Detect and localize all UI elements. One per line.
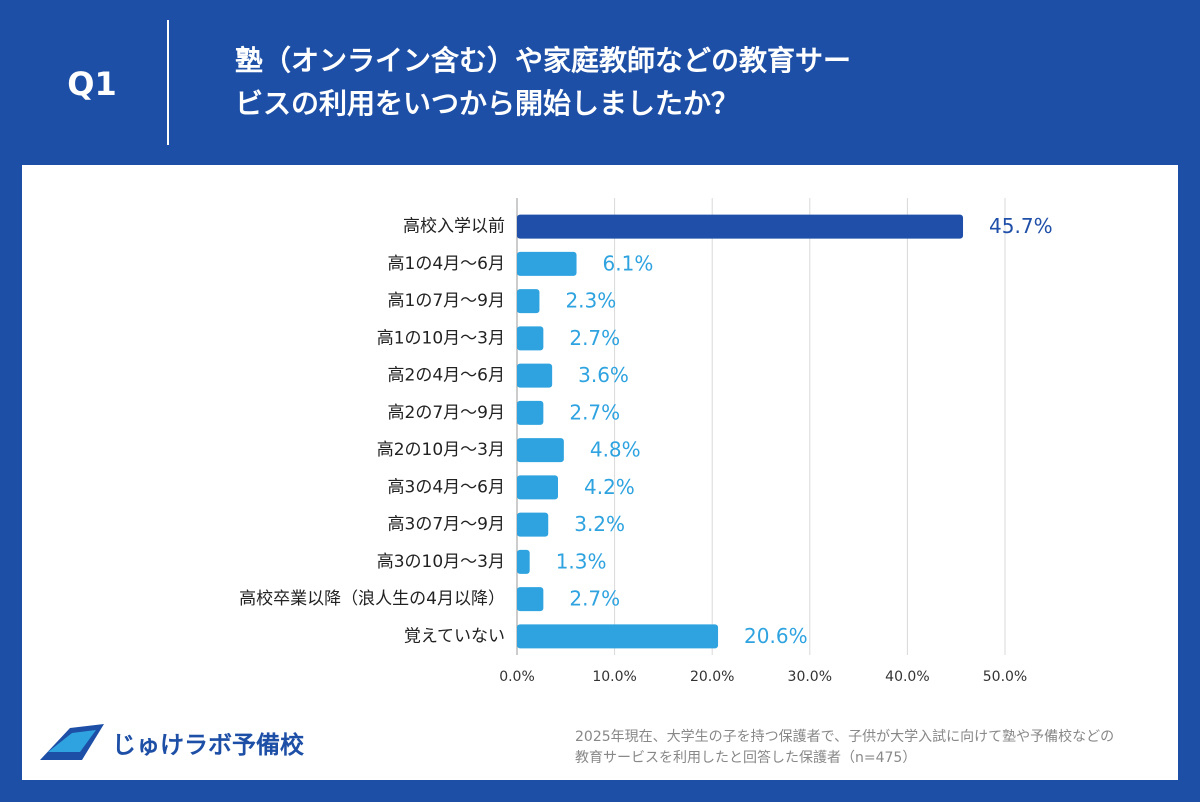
y-tick-label: 高2の4月〜6月 xyxy=(388,366,505,386)
bar xyxy=(517,587,544,612)
bar xyxy=(517,251,577,276)
value-label: 20.6% xyxy=(744,624,808,648)
x-tick-label: 40.0% xyxy=(885,669,929,685)
y-tick-label: 高3の10月〜3月 xyxy=(377,552,505,572)
x-tick-label: 0.0% xyxy=(499,669,535,685)
bar xyxy=(517,326,544,351)
y-tick-label: 高3の7月〜9月 xyxy=(388,515,505,535)
x-tick-label: 20.0% xyxy=(690,669,734,685)
value-label: 4.2% xyxy=(584,475,635,499)
question-tag: Q1 xyxy=(67,65,116,103)
y-tick-label: 高2の7月〜9月 xyxy=(388,403,505,423)
bar xyxy=(517,624,719,649)
y-tick-label: 覚えていない xyxy=(404,626,505,646)
value-label: 6.1% xyxy=(603,251,654,275)
value-label: 1.3% xyxy=(556,549,607,573)
value-label: 2.3% xyxy=(565,289,616,313)
x-tick-label: 30.0% xyxy=(788,669,832,685)
value-label: 3.6% xyxy=(578,363,629,387)
panel xyxy=(22,165,1178,780)
value-label: 45.7% xyxy=(989,214,1053,238)
bar xyxy=(517,438,564,463)
footnote: 2025年現在、大学生の子を持つ保護者で、子供が大学入試に向けて塾や予備校などの xyxy=(575,728,1114,745)
bar xyxy=(517,549,530,574)
y-tick-label: 高1の10月〜3月 xyxy=(377,328,505,348)
x-tick-label: 10.0% xyxy=(592,669,636,685)
bar xyxy=(517,400,544,425)
bar xyxy=(517,363,553,388)
y-tick-label: 高2の10月〜3月 xyxy=(377,440,505,460)
footnote: 教育サービスを利用したと回答した保護者（n=475） xyxy=(575,749,916,766)
y-tick-label: 高1の4月〜6月 xyxy=(388,254,505,274)
value-label: 2.7% xyxy=(569,326,620,350)
value-label: 2.7% xyxy=(569,400,620,424)
bar xyxy=(517,214,964,239)
chart-title: 塾（オンライン含む）や家庭教師などの教育サー xyxy=(235,44,851,77)
y-tick-label: 高校卒業以降（浪人生の4月以降） xyxy=(239,589,505,609)
y-tick-label: 高3の4月〜6月 xyxy=(388,477,505,497)
logo-text: じゅけラボ予備校 xyxy=(112,731,305,759)
y-tick-label: 高1の7月〜9月 xyxy=(388,291,505,311)
logo: じゅけラボ予備校 xyxy=(40,724,305,760)
y-tick-label: 高校入学以前 xyxy=(403,217,505,237)
bar xyxy=(517,289,540,314)
value-label: 2.7% xyxy=(569,587,620,611)
value-label: 3.2% xyxy=(574,512,625,536)
value-label: 4.8% xyxy=(590,438,641,462)
x-tick-label: 50.0% xyxy=(983,669,1027,685)
bar xyxy=(517,475,558,500)
bar xyxy=(517,512,549,537)
chart-title: ビスの利用をいつから開始しましたか？ xyxy=(235,87,739,120)
logo-icon xyxy=(48,730,96,752)
